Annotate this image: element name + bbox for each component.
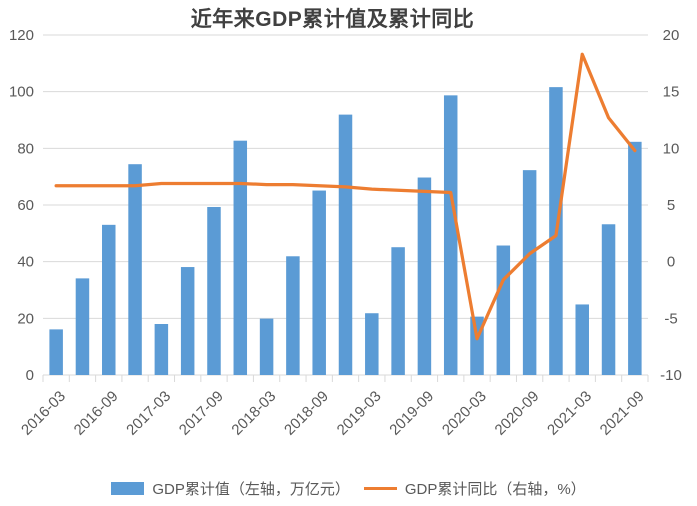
right-axis-tick-label: 5 xyxy=(667,197,675,214)
gdp-bar xyxy=(391,247,405,375)
left-axis-tick-label: 100 xyxy=(9,84,34,101)
gdp-bar xyxy=(522,170,537,375)
x-axis-tick-label: 2016-03 xyxy=(18,388,69,439)
x-axis-tick-label: 2018-03 xyxy=(228,388,279,439)
x-axis-tick-label: 2021-09 xyxy=(597,388,648,439)
right-axis-tick-label: -10 xyxy=(660,367,682,384)
gdp-bar xyxy=(128,164,142,375)
gdp-bar xyxy=(443,95,458,375)
gdp-bar xyxy=(102,224,116,375)
gdp-bar xyxy=(75,278,90,375)
bar-series-swatch-icon xyxy=(111,482,145,495)
left-axis-tick-label: 40 xyxy=(17,254,34,271)
legend-item-gdp-bar: GDP累计值（左轴，万亿元） xyxy=(111,478,350,499)
gdp-bar xyxy=(154,324,169,375)
x-axis-tick-label: 2020-09 xyxy=(492,388,543,439)
gdp-bar xyxy=(575,304,589,375)
gdp-bar xyxy=(49,329,63,375)
x-axis-tick-label: 2017-03 xyxy=(123,388,174,439)
x-axis-tick-label: 2021-03 xyxy=(544,388,595,439)
left-axis-tick-label: 0 xyxy=(26,367,34,384)
x-axis-tick-label: 2018-09 xyxy=(281,388,332,439)
gdp-bar xyxy=(628,141,642,375)
legend-label-bar: GDP累计值（左轴，万亿元） xyxy=(152,481,350,498)
x-axis-tick-label: 2019-03 xyxy=(334,388,385,439)
chart-legend: GDP累计值（左轴，万亿元） GDP累计同比（右轴，%） xyxy=(0,478,697,499)
gdp-bar xyxy=(312,190,326,375)
gdp-bar xyxy=(259,318,274,375)
left-axis-tick-label: 60 xyxy=(17,197,34,214)
gdp-bar xyxy=(233,140,248,375)
x-axis-tick-label: 2017-09 xyxy=(176,388,227,439)
line-series-swatch-icon xyxy=(363,486,397,491)
gdp-bar xyxy=(338,114,353,375)
left-axis-tick-label: 80 xyxy=(17,140,34,157)
gdp-bar xyxy=(180,267,195,375)
right-axis-tick-label: 15 xyxy=(663,84,680,101)
right-axis-tick-label: -5 xyxy=(664,310,677,327)
x-axis-tick-label: 2019-09 xyxy=(386,388,437,439)
legend-item-gdp-line: GDP累计同比（右轴，%） xyxy=(363,478,586,499)
gdp-bar xyxy=(365,313,379,375)
gdp-bar xyxy=(417,177,432,375)
gdp-bar xyxy=(496,245,511,375)
gdp-growth-line xyxy=(54,52,637,341)
right-axis-tick-label: 10 xyxy=(663,140,680,157)
gdp-bar xyxy=(601,224,616,375)
left-axis-tick-label: 120 xyxy=(9,27,34,44)
gdp-bar xyxy=(286,256,300,375)
gdp-bar xyxy=(207,206,221,375)
x-axis-tick-label: 2020-03 xyxy=(439,388,490,439)
right-axis-tick-label: 0 xyxy=(667,254,675,271)
legend-label-line: GDP累计同比（右轴，%） xyxy=(404,481,586,498)
left-axis-tick-label: 20 xyxy=(17,310,34,327)
x-axis-tick-label: 2016-09 xyxy=(71,388,122,439)
right-axis-tick-label: 20 xyxy=(663,27,680,44)
chart-title: 近年来GDP累计值及累计同比 xyxy=(190,8,475,31)
